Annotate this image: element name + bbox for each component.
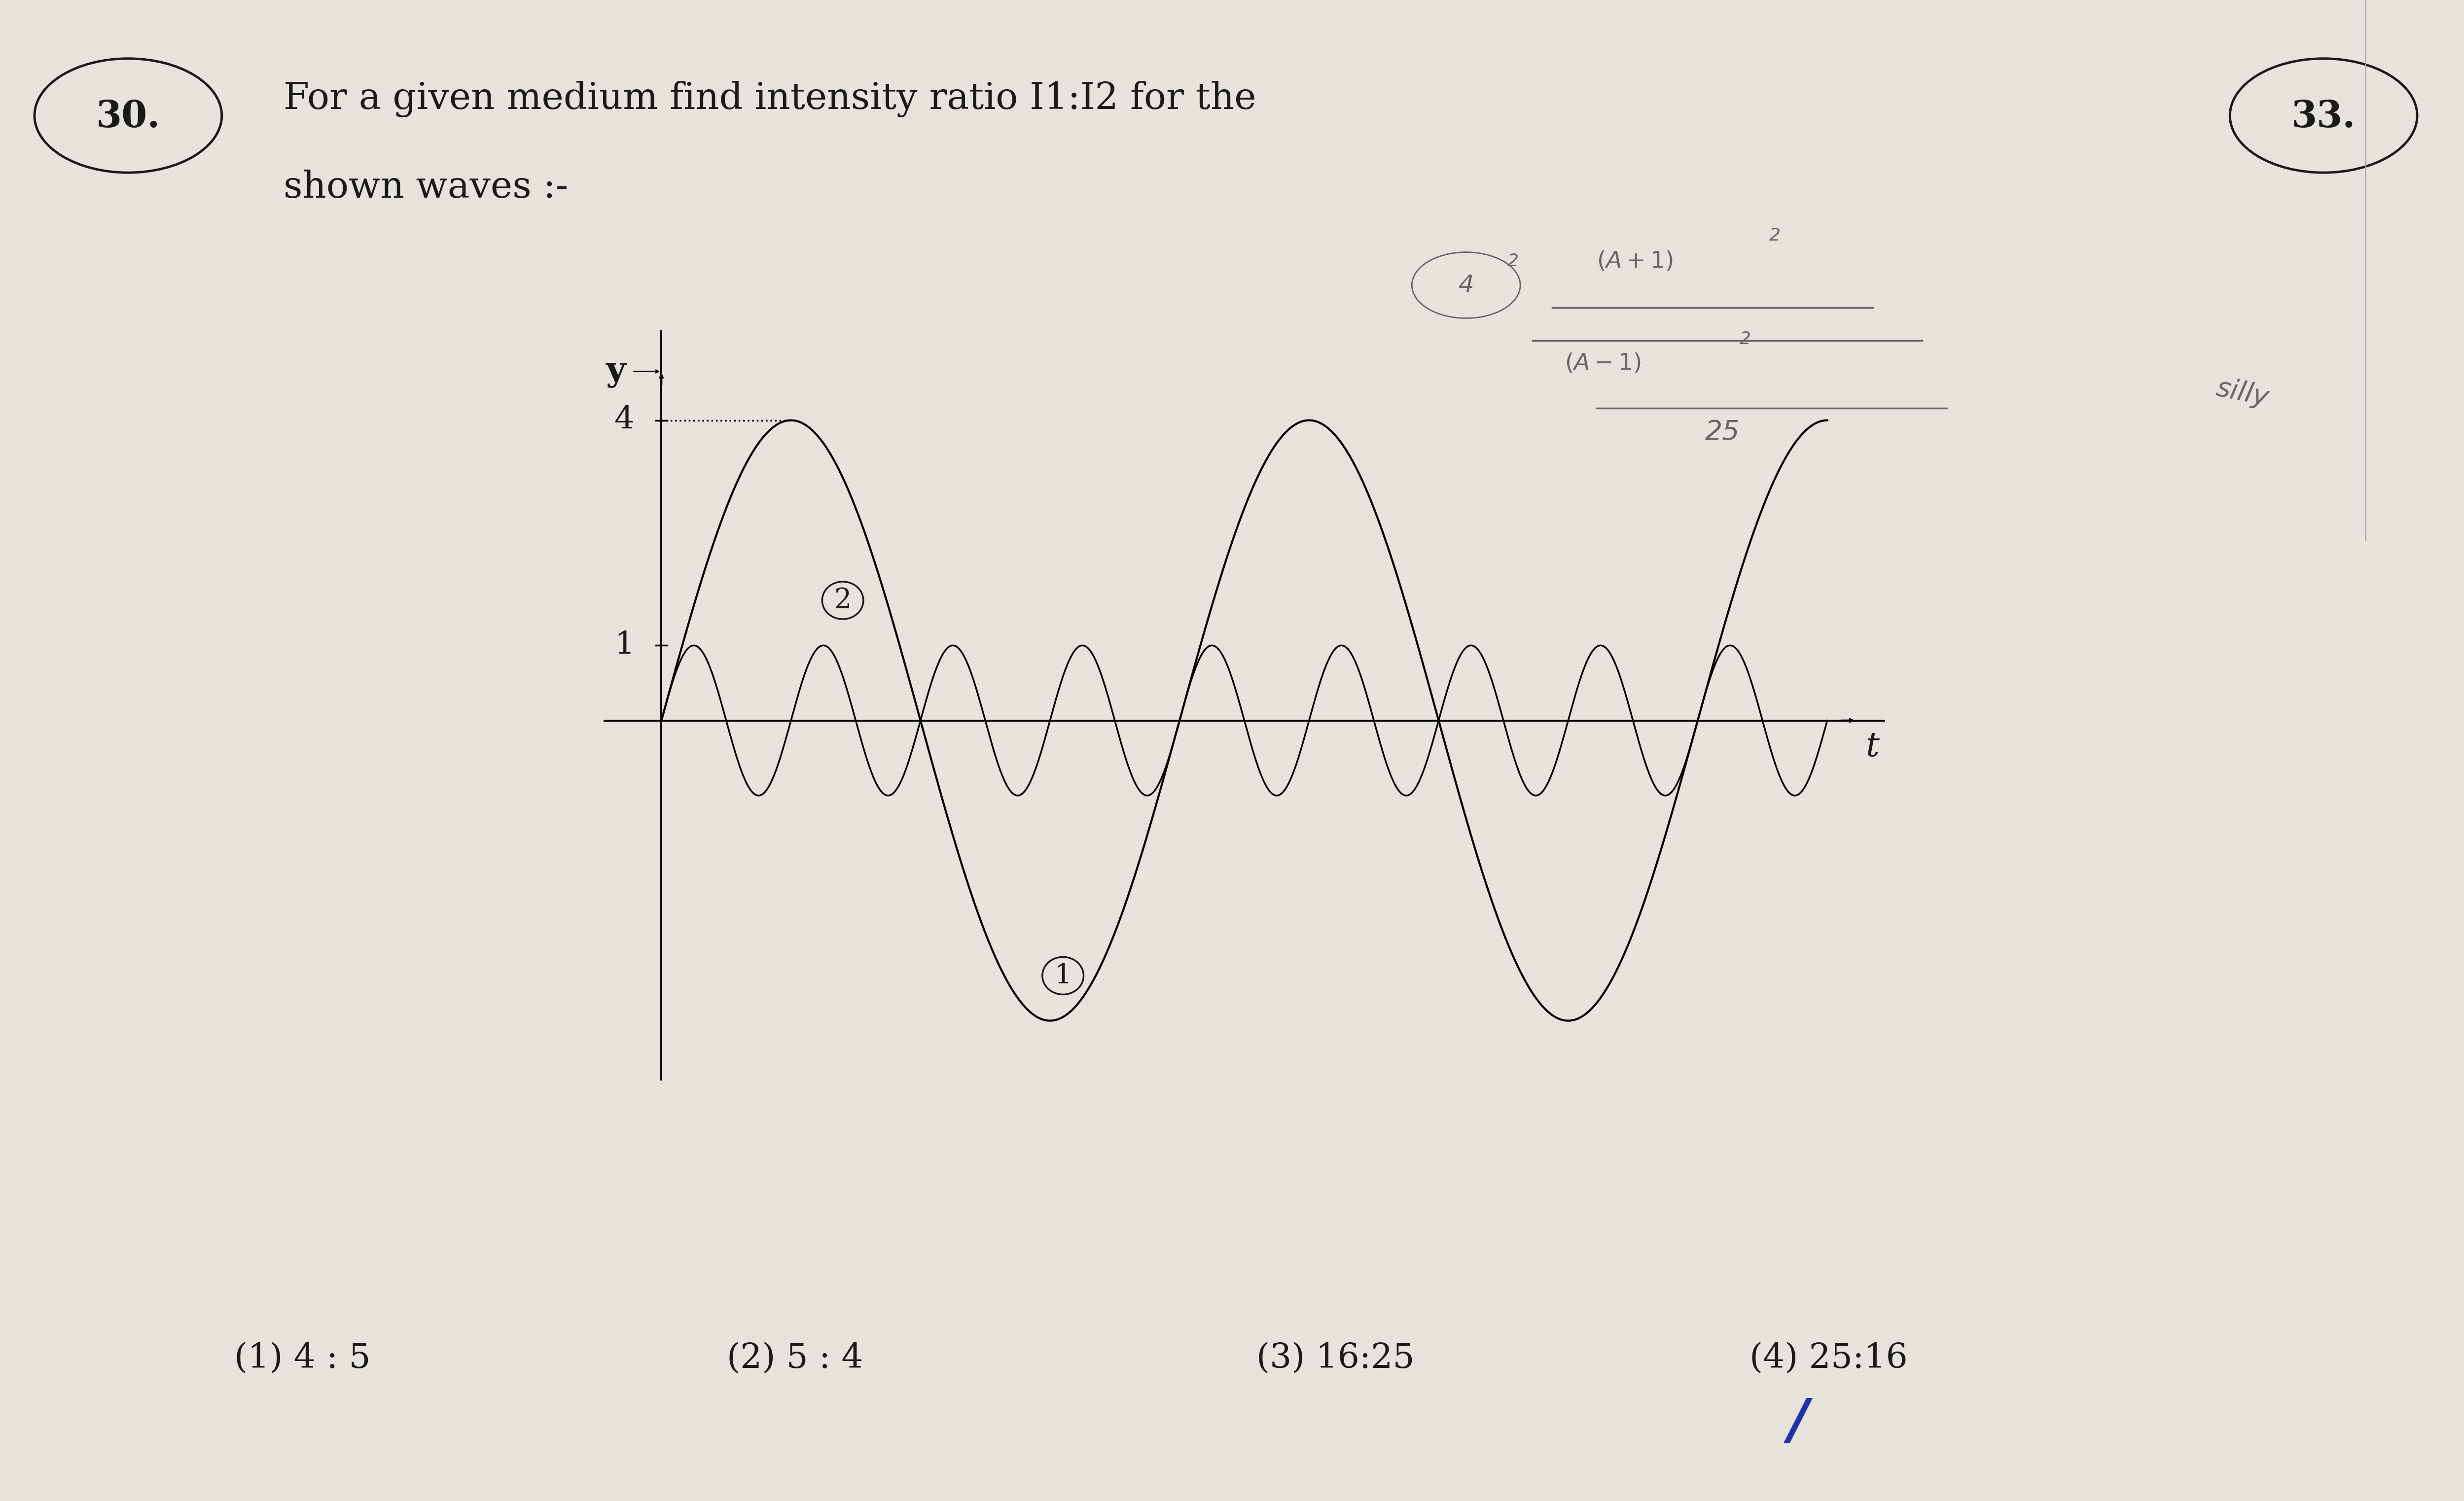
- Text: 2: 2: [1740, 330, 1752, 348]
- Text: (3) 16:25: (3) 16:25: [1257, 1342, 1414, 1375]
- Circle shape: [1042, 958, 1084, 995]
- Text: 30.: 30.: [96, 99, 160, 135]
- Text: (1) 4 : 5: (1) 4 : 5: [234, 1342, 370, 1375]
- Text: 4: 4: [614, 405, 633, 435]
- Text: (4) 25:16: (4) 25:16: [1749, 1342, 1907, 1375]
- Text: 1: 1: [614, 630, 633, 660]
- Circle shape: [823, 581, 862, 618]
- Text: t: t: [1865, 731, 1880, 763]
- Text: 33.: 33.: [2292, 99, 2356, 135]
- Text: $(A+1)$: $(A+1)$: [1597, 251, 1673, 272]
- Text: For a given medium find intensity ratio I1:I2 for the: For a given medium find intensity ratio …: [283, 81, 1257, 117]
- Text: $(A-1)$: $(A-1)$: [1565, 353, 1641, 374]
- Text: shown waves :-: shown waves :-: [283, 170, 567, 206]
- Text: y: y: [606, 354, 626, 389]
- Text: 25: 25: [1705, 419, 1740, 446]
- Text: 1: 1: [1055, 962, 1072, 989]
- Text: silly: silly: [2213, 375, 2272, 411]
- Text: 2: 2: [1508, 252, 1518, 270]
- Text: (2) 5 : 4: (2) 5 : 4: [727, 1342, 862, 1375]
- Text: 2: 2: [1769, 227, 1781, 245]
- Text: 2: 2: [833, 587, 853, 614]
- Text: /: /: [1789, 1396, 1809, 1450]
- Text: 4: 4: [1459, 273, 1473, 297]
